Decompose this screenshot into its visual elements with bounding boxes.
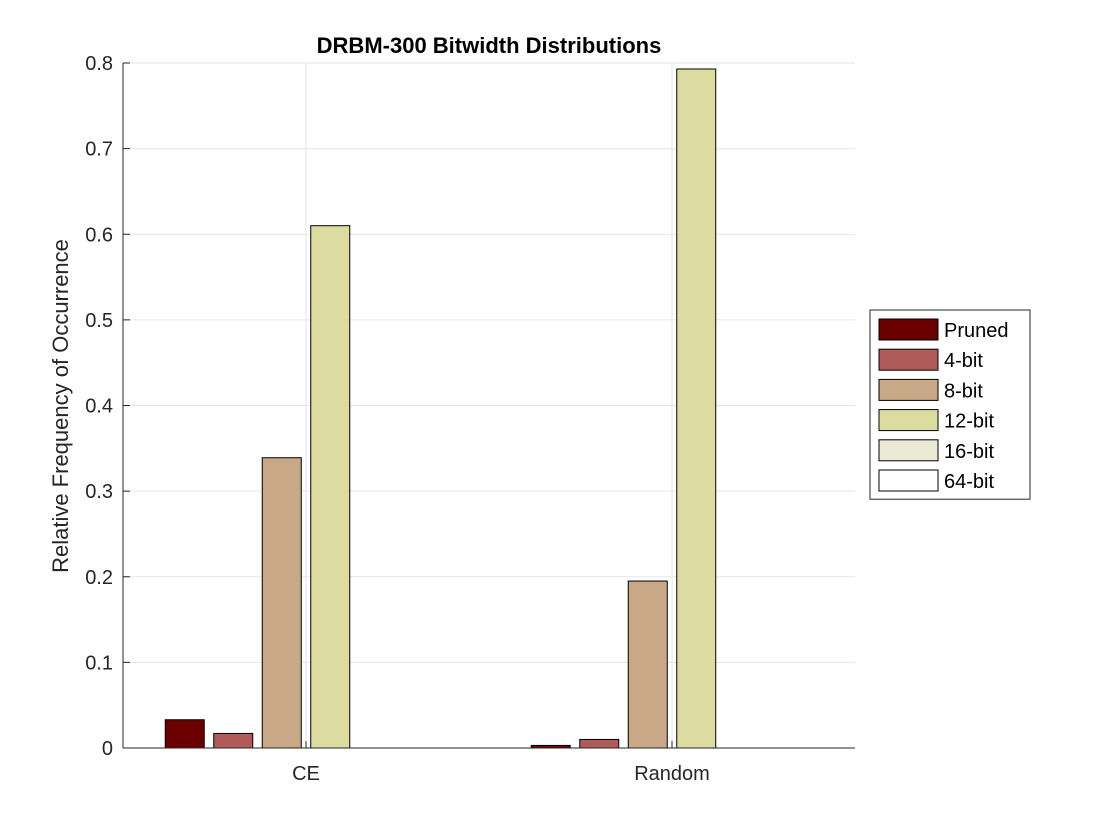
x-tick-labels: CE Random (292, 763, 710, 785)
legend-swatch (878, 348, 939, 371)
bars (164, 68, 717, 749)
y-tick-label: 0.2 (85, 567, 113, 589)
bar-pruned-ce (164, 719, 205, 749)
legend-swatch (878, 318, 939, 341)
bar-12-bit-random (676, 68, 717, 749)
y-tick-label: 0.8 (85, 53, 113, 75)
y-tick-label: 0.7 (85, 139, 113, 161)
y-tick-labels: 0 0.1 0.2 0.3 0.4 0.5 0.6 0.7 0.8 (85, 53, 113, 760)
legend-swatch (878, 469, 939, 492)
legend-swatch (878, 439, 939, 462)
legend-swatch (878, 409, 939, 432)
gridlines (123, 62, 855, 749)
axes (122, 62, 855, 749)
y-tick-label: 0.5 (85, 310, 113, 332)
legend: Pruned 4-bit 8-bit 12-bit 16-bit 64-bit (869, 309, 1031, 500)
bar-12-bit-ce (310, 225, 351, 749)
bar-8-bit-random (627, 580, 668, 749)
chart-title: DRBM-300 Bitwidth Distributions (317, 33, 662, 58)
x-tick-label: CE (292, 763, 320, 785)
legend-label: 4-bit (944, 350, 983, 372)
y-tick-label: 0.6 (85, 224, 113, 246)
bar-8-bit-ce (261, 457, 302, 749)
bar-4-bit-random (579, 738, 620, 749)
y-tick-label: 0.3 (85, 481, 113, 503)
y-axis-label: Relative Frequency of Occurrence (48, 239, 73, 573)
legend-label: 8-bit (944, 380, 983, 402)
x-tick-label: Random (634, 763, 710, 785)
legend-label: 16-bit (944, 441, 994, 463)
legend-label: Pruned (944, 320, 1009, 342)
legend-label: 64-bit (944, 471, 994, 493)
bar-4-bit-ce (213, 732, 254, 749)
y-tick-label: 0 (102, 738, 113, 760)
y-tick-label: 0.4 (85, 396, 113, 418)
legend-swatch (878, 378, 939, 401)
y-tick-label: 0.1 (85, 652, 113, 674)
legend-box (869, 309, 1031, 500)
legend-label: 12-bit (944, 411, 994, 433)
